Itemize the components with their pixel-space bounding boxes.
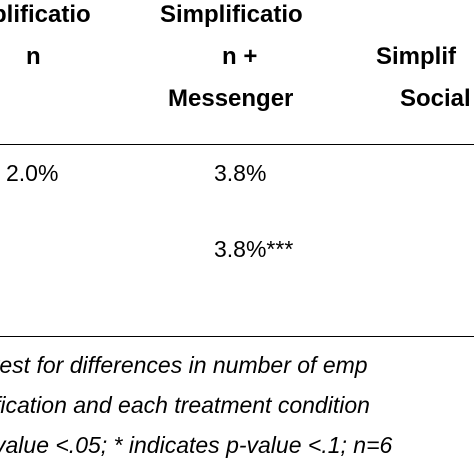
- header-rule: [0, 144, 474, 145]
- table-note-line3: value <.05; * indicates p-value <.1; n=6: [0, 432, 393, 458]
- header-col2-line1: Simplificatio: [160, 1, 303, 28]
- row2-col2-value: 3.8%***: [214, 236, 294, 262]
- header-col3-line2: Social: [400, 85, 471, 112]
- row1-col1-value: 2.0%: [6, 160, 59, 186]
- header-col2-line2: n +: [222, 43, 258, 70]
- header-col1-line2: n: [26, 43, 41, 70]
- header-col2-line3: Messenger: [168, 85, 294, 112]
- table-note-line2: fication and each treatment condition: [0, 392, 370, 418]
- table-note-line1: test for differences in number of emp: [0, 352, 368, 378]
- table-bottom-rule: [0, 336, 474, 337]
- header-col3-line1: Simplif: [376, 43, 457, 70]
- row1-col2-value: 3.8%: [214, 160, 267, 186]
- header-col1-line1: plificatio: [0, 1, 91, 28]
